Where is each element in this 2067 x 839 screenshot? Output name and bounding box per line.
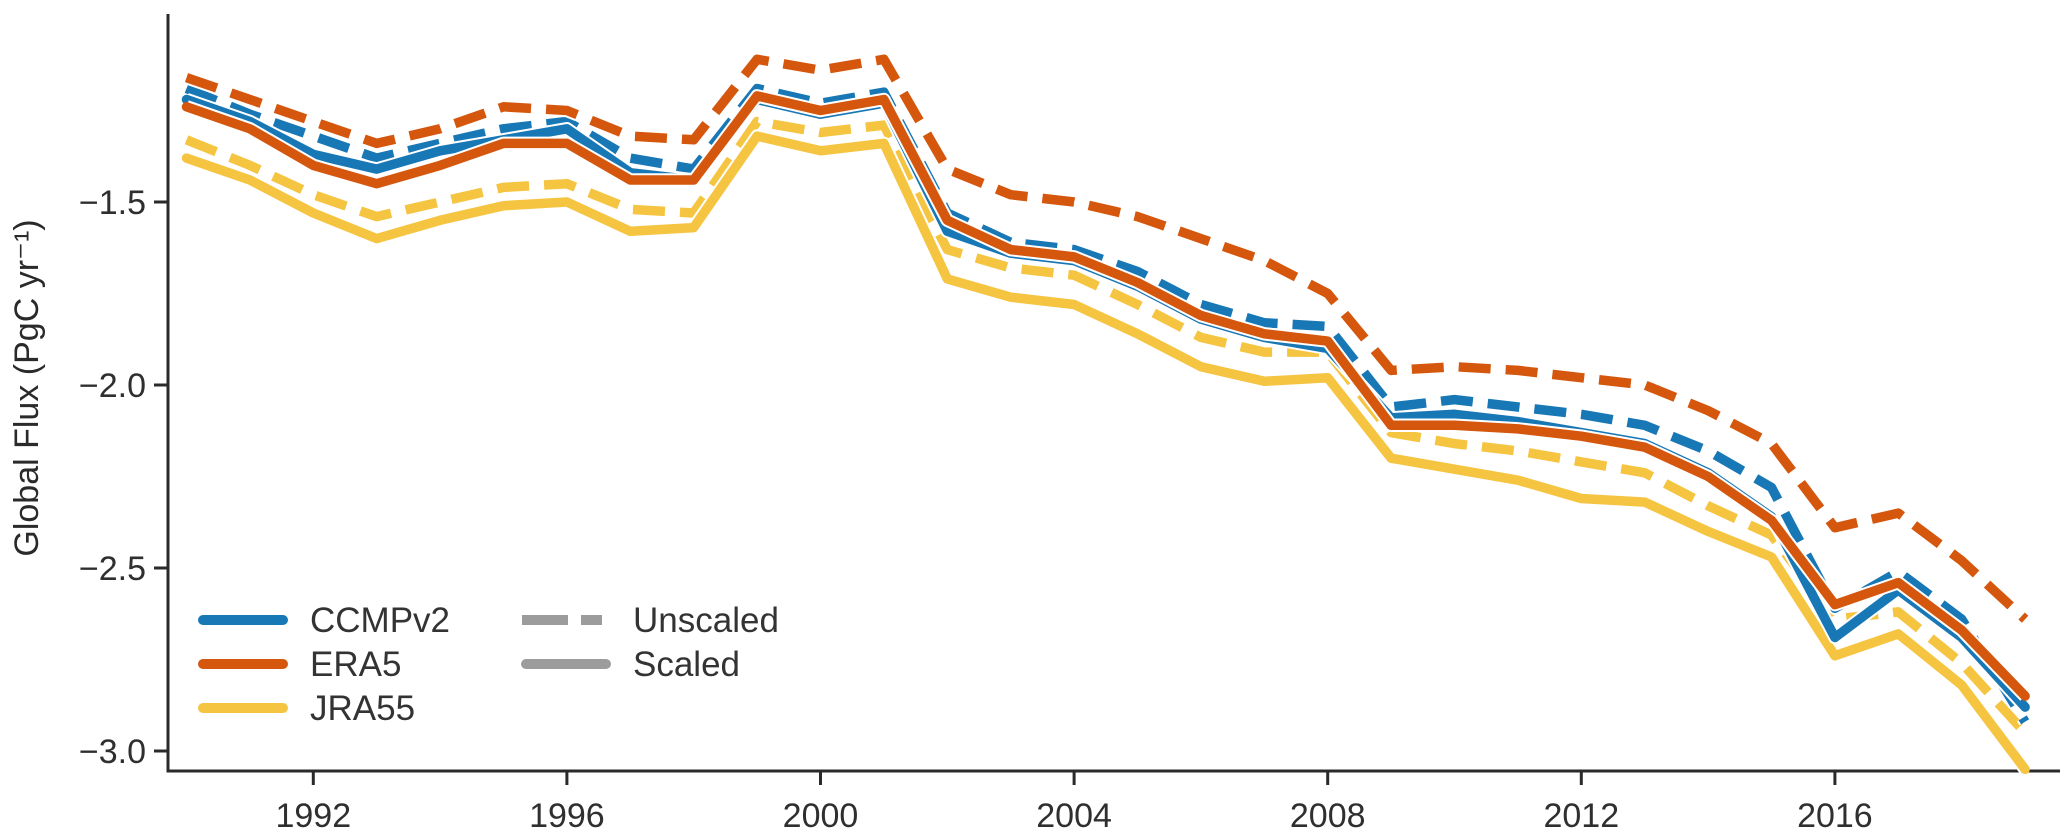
x-tick-label: 2000 [783, 797, 859, 835]
x-tick-label: 2012 [1543, 797, 1619, 835]
y-tick-label: −3.0 [79, 733, 146, 771]
x-tick-label: 1992 [275, 797, 351, 835]
legend-label-scaled: Scaled [633, 644, 741, 684]
legend-label-ccmpv2: CCMPv2 [310, 600, 451, 640]
ccmpv2-line-swatch-icon [198, 615, 288, 625]
line-halo-ccmpv2-unscaled [183, 81, 2031, 726]
y-axis-title: Global Flux (PgC yr⁻¹) [8, 219, 46, 557]
jra55-line-swatch-icon [198, 703, 288, 713]
y-tick-label: −2.0 [79, 367, 146, 405]
x-tick-label: 2004 [1036, 797, 1112, 835]
line-era5-scaled [181, 91, 2030, 701]
line-ccmpv2-unscaled [184, 83, 2030, 725]
y-tick-label: −1.5 [79, 184, 146, 222]
legend-item-era5: ERA5 [197, 642, 450, 686]
legend-label-unscaled: Unscaled [633, 600, 779, 640]
line-jra55-scaled [181, 131, 2030, 775]
line-jra55-unscaled [184, 116, 2029, 736]
legend-style-column: Unscaled Scaled [520, 598, 779, 686]
x-tick-label: 1996 [529, 797, 605, 835]
legend-label-era5: ERA5 [310, 644, 402, 684]
era5-line-swatch-icon [198, 659, 288, 669]
line-era5-unscaled [184, 54, 2029, 623]
line-halo-era5-scaled [184, 89, 2030, 701]
legend-item-jra55: JRA55 [197, 686, 450, 730]
dashed-line-swatch-icon [522, 615, 610, 625]
legend-label-jra55: JRA55 [310, 688, 416, 728]
solid-line-swatch-icon [521, 659, 611, 669]
legend-dataset-column: CCMPv2 ERA5 JRA55 [197, 598, 450, 730]
line-halo-jra55-scaled [184, 129, 2031, 774]
legend-item-ccmpv2: CCMPv2 [197, 598, 450, 642]
x-tick-label: 2008 [1290, 797, 1366, 835]
x-tick-label: 2016 [1797, 797, 1873, 835]
legend-item-unscaled: Unscaled [520, 598, 779, 642]
y-tick-label: −2.5 [79, 550, 146, 588]
legend-item-scaled: Scaled [520, 642, 779, 686]
